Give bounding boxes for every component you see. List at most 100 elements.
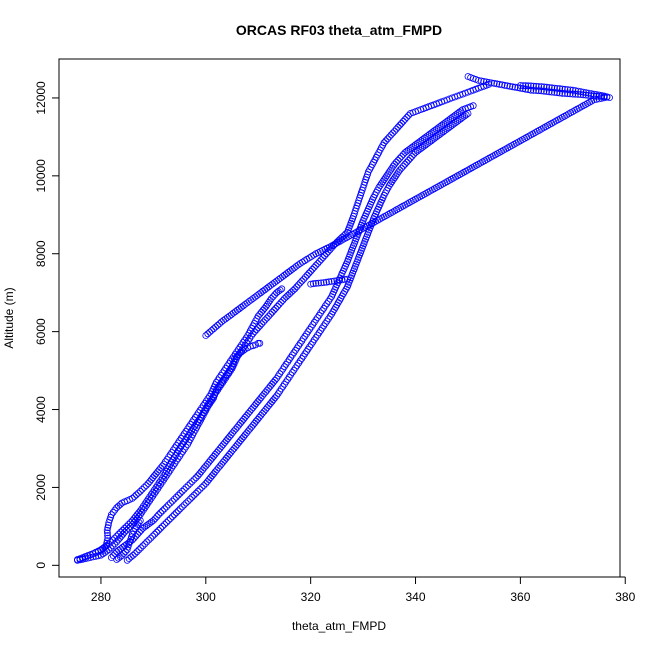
data-point bbox=[241, 413, 249, 421]
data-point bbox=[144, 495, 152, 503]
data-point bbox=[269, 378, 277, 386]
data-point bbox=[240, 415, 248, 423]
data-point bbox=[284, 376, 292, 383]
data-point bbox=[115, 530, 122, 538]
data-point bbox=[260, 390, 268, 398]
data-point bbox=[280, 380, 288, 388]
data-point bbox=[170, 495, 178, 503]
x-axis: 280 300 320 340 360 380 bbox=[91, 576, 636, 604]
series-1 bbox=[74, 285, 286, 563]
data-point bbox=[606, 94, 613, 101]
data-point bbox=[134, 489, 142, 497]
data-point bbox=[251, 402, 259, 410]
data-point bbox=[244, 409, 252, 417]
data-point bbox=[279, 297, 287, 304]
data-point bbox=[262, 388, 270, 396]
data-point bbox=[293, 362, 301, 369]
data-point bbox=[263, 284, 271, 292]
data-point bbox=[200, 464, 208, 472]
data-point bbox=[398, 119, 405, 127]
data-point bbox=[205, 458, 213, 466]
data-point bbox=[582, 89, 590, 96]
data-point bbox=[464, 110, 472, 117]
data-point bbox=[308, 265, 316, 273]
plot-frame bbox=[58, 58, 621, 578]
data-point bbox=[306, 325, 314, 333]
data-point bbox=[267, 281, 275, 289]
data-point bbox=[574, 87, 582, 95]
data-point bbox=[304, 328, 312, 336]
data-point bbox=[152, 487, 160, 495]
data-point bbox=[180, 501, 188, 509]
data-points bbox=[74, 73, 613, 564]
data-point bbox=[222, 315, 229, 323]
data-point bbox=[296, 357, 304, 365]
data-point bbox=[152, 470, 160, 478]
data-point bbox=[151, 515, 159, 522]
data-point bbox=[548, 84, 556, 92]
data-point bbox=[261, 316, 269, 324]
data-point bbox=[155, 466, 163, 474]
data-point bbox=[263, 386, 271, 394]
data-point bbox=[178, 503, 186, 511]
data-point bbox=[207, 474, 214, 482]
data-point bbox=[224, 452, 232, 460]
data-point bbox=[272, 304, 280, 312]
data-point bbox=[116, 501, 124, 509]
data-point bbox=[163, 519, 170, 526]
data-point bbox=[600, 94, 608, 102]
x-tick-label: 320 bbox=[301, 590, 321, 604]
data-point bbox=[212, 388, 220, 396]
data-point bbox=[243, 339, 251, 347]
data-point bbox=[524, 82, 532, 90]
data-point bbox=[115, 502, 122, 510]
data-point bbox=[307, 267, 315, 275]
data-point bbox=[296, 339, 304, 347]
data-point bbox=[233, 423, 241, 431]
data-point bbox=[256, 322, 264, 330]
data-point bbox=[396, 121, 404, 129]
data-point bbox=[223, 314, 231, 321]
data-point bbox=[538, 83, 545, 91]
data-point bbox=[598, 95, 605, 102]
data-point bbox=[288, 351, 296, 359]
data-point bbox=[170, 511, 178, 519]
data-point bbox=[149, 517, 157, 524]
data-point bbox=[323, 300, 331, 308]
data-point bbox=[394, 123, 402, 131]
data-point bbox=[401, 160, 409, 168]
data-point bbox=[192, 489, 200, 497]
data-point bbox=[266, 400, 274, 408]
data-point bbox=[282, 270, 290, 278]
data-point bbox=[222, 454, 230, 462]
data-point bbox=[474, 77, 482, 84]
data-point bbox=[265, 283, 273, 291]
data-point bbox=[196, 470, 203, 478]
data-point bbox=[235, 351, 243, 359]
data-point bbox=[488, 79, 495, 87]
data-point bbox=[186, 480, 194, 487]
data-point bbox=[197, 468, 205, 476]
data-point bbox=[241, 431, 249, 439]
data-point bbox=[321, 302, 329, 310]
data-point bbox=[129, 551, 137, 559]
data-point bbox=[236, 437, 244, 445]
data-point bbox=[506, 82, 514, 90]
data-point bbox=[142, 482, 150, 489]
data-point bbox=[190, 476, 198, 484]
data-point bbox=[260, 408, 268, 415]
data-point bbox=[328, 277, 336, 285]
data-point bbox=[286, 267, 294, 275]
data-point bbox=[247, 296, 255, 304]
data-point bbox=[211, 468, 219, 476]
data-point bbox=[294, 281, 302, 289]
data-point bbox=[251, 328, 259, 336]
data-point bbox=[265, 384, 273, 392]
data-point bbox=[319, 254, 327, 262]
data-point bbox=[306, 343, 314, 351]
data-point bbox=[150, 472, 158, 480]
data-point bbox=[211, 450, 219, 458]
data-point bbox=[241, 300, 249, 308]
data-point bbox=[212, 323, 220, 331]
data-point bbox=[123, 523, 130, 530]
